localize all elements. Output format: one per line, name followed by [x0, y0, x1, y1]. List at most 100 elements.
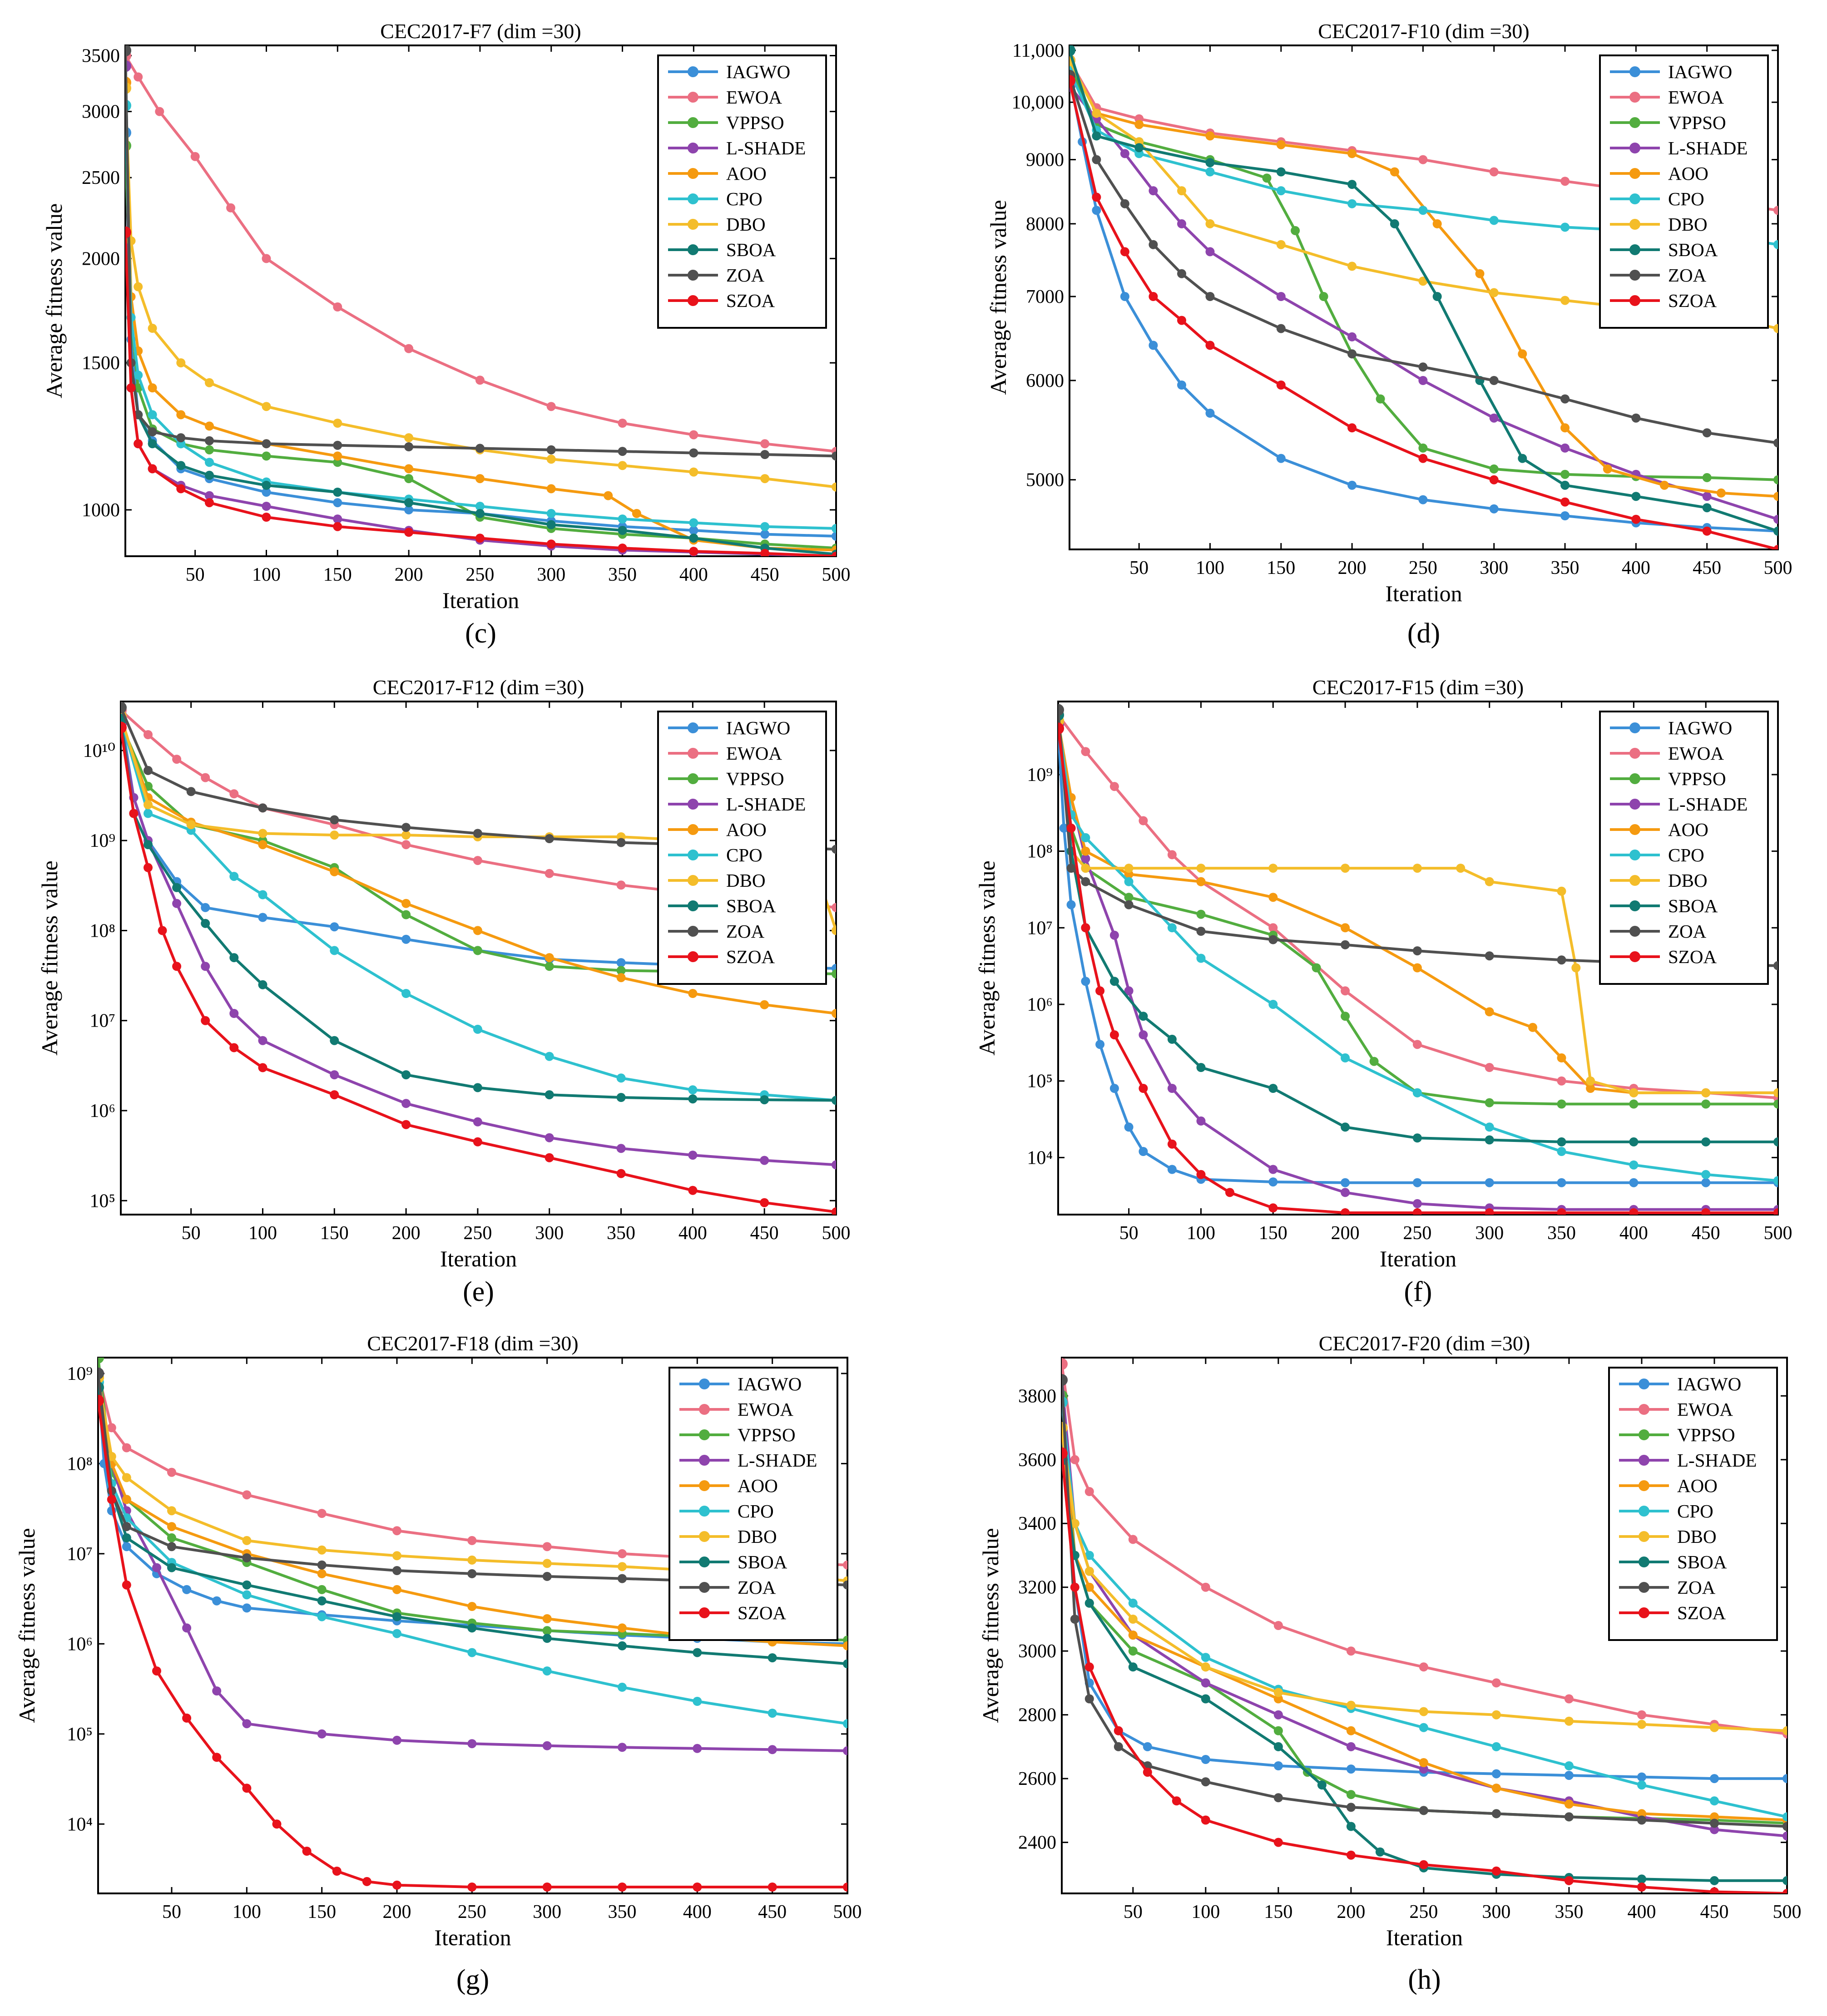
data-point	[616, 1093, 626, 1102]
data-point	[1134, 120, 1144, 129]
y-tick-label: 10⁸	[1027, 841, 1053, 862]
data-point	[262, 402, 271, 411]
data-point	[1276, 140, 1286, 149]
data-point	[401, 989, 411, 998]
data-point	[1557, 1147, 1566, 1156]
data-point	[1629, 1088, 1639, 1097]
data-point	[262, 451, 271, 461]
legend-item-SBOA: SBOA	[738, 1552, 787, 1572]
data-point	[1557, 1208, 1566, 1215]
legend-swatch-marker	[1629, 951, 1640, 962]
x-tick-label: 250	[1403, 1223, 1431, 1244]
data-point	[1124, 893, 1134, 902]
data-point	[1341, 1208, 1350, 1215]
data-point	[1557, 1053, 1566, 1062]
data-point	[317, 1612, 327, 1621]
data-point	[401, 1120, 411, 1129]
data-point	[122, 1522, 131, 1532]
data-point	[1319, 292, 1328, 301]
data-point	[618, 544, 627, 553]
data-point	[258, 890, 267, 899]
data-point	[843, 1580, 847, 1590]
legend-item-EWOA: EWOA	[1668, 743, 1724, 764]
data-point	[1702, 492, 1712, 501]
data-point	[134, 371, 143, 380]
legend-swatch-marker	[1629, 219, 1640, 230]
data-point	[1268, 893, 1278, 902]
data-point	[1268, 935, 1278, 944]
data-point	[404, 474, 414, 484]
legend-item-VPPSO: VPPSO	[1668, 768, 1726, 789]
data-point	[832, 903, 836, 912]
data-point	[689, 534, 698, 543]
data-point	[1637, 1809, 1646, 1818]
legend-swatch-marker	[1629, 722, 1640, 733]
y-tick-label: 2800	[1018, 1705, 1056, 1726]
x-tick-label: 50	[1129, 558, 1149, 578]
data-point	[832, 926, 836, 935]
data-point	[1201, 1815, 1210, 1825]
data-point	[1701, 1088, 1711, 1097]
data-point	[167, 1522, 176, 1532]
data-point	[760, 1095, 769, 1105]
series-line-DBO	[1058, 721, 1778, 1094]
data-point	[618, 1549, 627, 1558]
data-point	[401, 1099, 411, 1108]
data-point	[1557, 886, 1566, 896]
data-point	[1702, 503, 1712, 513]
legend-item-AOO: AOO	[1668, 819, 1708, 840]
legend-swatch-marker	[688, 951, 698, 962]
data-point	[693, 1697, 702, 1706]
series-line-SZOA	[98, 1400, 847, 1888]
data-point	[843, 1746, 847, 1755]
data-point	[1268, 1165, 1278, 1174]
legend-swatch-marker	[1629, 244, 1640, 255]
data-point	[1418, 454, 1428, 463]
data-point	[1603, 464, 1612, 474]
legend-item-DBO: DBO	[1677, 1526, 1717, 1547]
data-point	[1273, 1742, 1283, 1751]
data-point	[475, 502, 485, 511]
legend: IAGWO EWOA VPPSO L-SHADE AOO CPO DBO SBOA ZOA SZO…	[668, 1367, 838, 1641]
data-point	[1564, 1876, 1574, 1885]
data-point	[201, 1016, 210, 1025]
x-tick-label: 450	[1693, 558, 1721, 578]
x-axis-label: Iteration	[1380, 1246, 1456, 1271]
data-point	[404, 464, 414, 474]
legend-item-SZOA: SZOA	[726, 946, 775, 967]
data-point	[262, 480, 271, 490]
data-point	[1418, 495, 1428, 504]
data-point	[1124, 1122, 1134, 1132]
data-point	[1485, 1063, 1494, 1072]
y-tick-label: 10⁹	[89, 830, 115, 851]
data-point	[832, 845, 836, 854]
x-tick-label: 300	[535, 1223, 564, 1244]
data-point	[330, 946, 339, 955]
data-point	[473, 946, 482, 955]
data-point	[1139, 1084, 1148, 1093]
data-point	[190, 152, 200, 161]
data-point	[122, 1542, 131, 1552]
y-axis-label: Average fitness value	[985, 200, 1011, 395]
y-axis-label: Average fitness value	[978, 1528, 1003, 1723]
legend-item-ZOA: ZOA	[738, 1577, 776, 1598]
y-tick-label: 3200	[1018, 1577, 1056, 1598]
legend-swatch-marker	[688, 66, 698, 77]
panel-label: (h)	[1408, 1964, 1441, 1995]
legend: IAGWO EWOA VPPSO L-SHADE AOO CPO DBO SBOA ZOA SZO…	[1599, 54, 1769, 329]
data-point	[1773, 545, 1778, 549]
legend-swatch-marker	[688, 270, 698, 281]
data-point	[155, 107, 164, 116]
data-point	[392, 1526, 401, 1536]
data-point	[1268, 1177, 1278, 1187]
data-point	[1418, 277, 1428, 286]
legend-swatch-marker	[1639, 1455, 1649, 1466]
data-point	[125, 226, 131, 238]
data-point	[767, 1745, 777, 1754]
data-point	[1273, 1838, 1283, 1847]
data-point	[618, 1682, 627, 1692]
legend-swatch-marker	[1629, 875, 1640, 886]
data-point	[1485, 877, 1494, 886]
y-axis-label: Average fitness value	[37, 860, 62, 1055]
legend-swatch-marker	[688, 168, 698, 179]
